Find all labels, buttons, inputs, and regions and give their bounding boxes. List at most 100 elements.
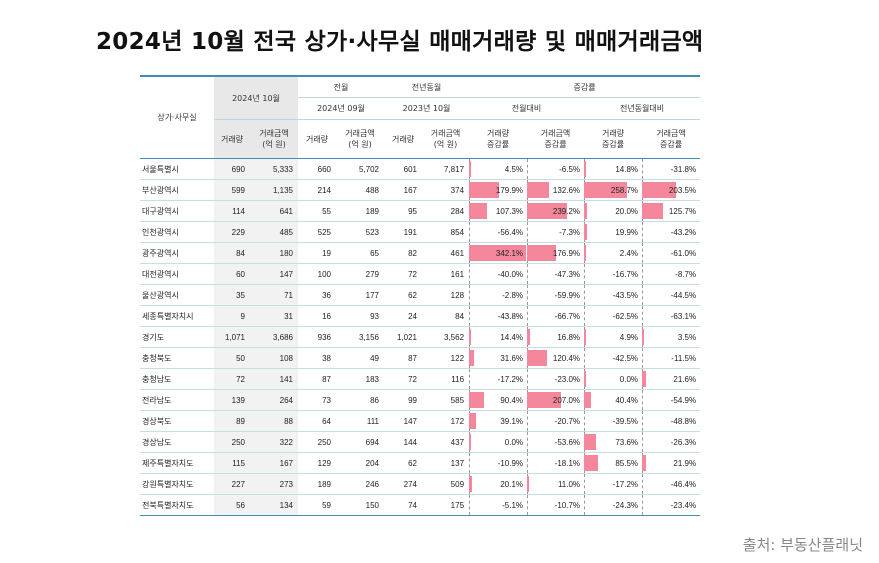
yoy-volume-change-cell: -62.5% bbox=[584, 305, 643, 327]
value-cell: 279 bbox=[336, 263, 385, 285]
mom-volume-change-cell: 31.6% bbox=[469, 347, 528, 369]
col-mom-volume-change: 거래량 증감률 bbox=[469, 119, 528, 159]
change-value: 4.9% bbox=[619, 332, 639, 342]
col-yoy-amount-change: 거래금액 증감률 bbox=[642, 119, 701, 159]
change-value: 239.2% bbox=[552, 206, 581, 216]
change-value: 0.0% bbox=[504, 437, 524, 447]
mom-volume-change-cell: 342.1% bbox=[469, 242, 528, 264]
prev-month-header: 2024년 09월 bbox=[298, 97, 385, 120]
change-value: -10.7% bbox=[554, 500, 581, 510]
change-value: -56.4% bbox=[497, 227, 524, 237]
value-cell: 523 bbox=[336, 221, 385, 243]
yoy-amount-change-cell: -61.0% bbox=[642, 242, 701, 264]
increase-bar bbox=[469, 413, 476, 429]
zero-line bbox=[469, 453, 471, 473]
table-row: 부산광역시 599 1,135 214 488 167 374 179.9% 132.6% 258… bbox=[140, 179, 701, 201]
value-cell: 172 bbox=[422, 410, 470, 432]
region-cell: 광주광역시 bbox=[140, 242, 214, 264]
yoy-volume-change-cell: 14.8% bbox=[584, 158, 643, 180]
increase-bar bbox=[527, 350, 547, 366]
increase-bar bbox=[469, 329, 472, 345]
value-cell: 55 bbox=[298, 200, 336, 222]
mom-amount-change-cell: -6.5% bbox=[527, 158, 585, 180]
value-cell: 93 bbox=[336, 305, 385, 327]
yoy-volume-change-cell: -17.2% bbox=[584, 473, 643, 495]
value-cell: 250 bbox=[298, 431, 336, 453]
value-cell: 147 bbox=[250, 263, 298, 285]
change-value: 179.9% bbox=[495, 185, 524, 195]
value-cell: 36 bbox=[298, 284, 336, 306]
value-cell: 250 bbox=[214, 431, 250, 453]
zero-line bbox=[527, 369, 529, 389]
page-title: 2024년 10월 전국 상가·사무실 매매거래량 및 매매거래금액 bbox=[96, 29, 704, 55]
mom-amount-change-cell: -53.6% bbox=[527, 431, 585, 453]
yoy-amount-change-cell: 21.9% bbox=[642, 452, 701, 474]
value-cell: 38 bbox=[298, 347, 336, 369]
change-value: 258.7% bbox=[610, 185, 639, 195]
change-value: 90.4% bbox=[500, 395, 524, 405]
change-value: -24.3% bbox=[612, 500, 639, 510]
increase-bar bbox=[642, 371, 646, 387]
region-cell: 대전광역시 bbox=[140, 263, 214, 285]
region-header: 상가·사무실 bbox=[140, 75, 214, 159]
zero-line bbox=[642, 474, 644, 494]
mom-amount-change-cell: 176.9% bbox=[527, 242, 585, 264]
change-value: -23.4% bbox=[670, 500, 697, 510]
change-value: 21.6% bbox=[673, 374, 697, 384]
region-cell: 대구광역시 bbox=[140, 200, 214, 222]
change-value: 107.3% bbox=[495, 206, 524, 216]
mom-amount-change-cell: -7.3% bbox=[527, 221, 585, 243]
yoy-volume-change-cell: 2.4% bbox=[584, 242, 643, 264]
value-cell: 9 bbox=[214, 305, 250, 327]
value-cell: 139 bbox=[214, 389, 250, 411]
change-value: -53.6% bbox=[554, 437, 581, 447]
region-cell: 부산광역시 bbox=[140, 179, 214, 201]
mom-volume-change-cell: 0.0% bbox=[469, 431, 528, 453]
zero-line bbox=[584, 306, 586, 326]
value-cell: 108 bbox=[250, 347, 298, 369]
mom-volume-change-cell: -40.0% bbox=[469, 263, 528, 285]
value-cell: 694 bbox=[336, 431, 385, 453]
yoy-amount-change-cell: -54.9% bbox=[642, 389, 701, 411]
increase-bar bbox=[469, 350, 475, 366]
mom-amount-change-cell: 120.4% bbox=[527, 347, 585, 369]
change-value: -8.7% bbox=[675, 269, 697, 279]
region-cell: 서울특별시 bbox=[140, 158, 214, 180]
change-value: -54.9% bbox=[670, 395, 697, 405]
increase-bar bbox=[527, 203, 567, 219]
value-cell: 189 bbox=[298, 473, 336, 495]
mom-volume-change-cell: -56.4% bbox=[469, 221, 528, 243]
change-value: -48.8% bbox=[670, 416, 697, 426]
value-cell: 137 bbox=[422, 452, 470, 474]
current-period-header: 2024년 10월 bbox=[214, 75, 298, 120]
increase-bar bbox=[642, 455, 646, 471]
region-cell: 충청북도 bbox=[140, 347, 214, 369]
increase-bar bbox=[584, 329, 587, 345]
value-cell: 150 bbox=[336, 494, 385, 516]
value-cell: 3,686 bbox=[250, 326, 298, 348]
mom-volume-change-cell: 107.3% bbox=[469, 200, 528, 222]
zero-line bbox=[469, 222, 471, 242]
table-row: 충청북도 50 108 38 49 87 122 31.6% 120.4% -42.5% -11.5… bbox=[140, 347, 701, 369]
mom-volume-change-cell: 4.5% bbox=[469, 158, 528, 180]
value-cell: 128 bbox=[422, 284, 470, 306]
col-prev-year-volume: 거래량 bbox=[384, 119, 423, 159]
value-cell: 122 bbox=[422, 347, 470, 369]
value-cell: 87 bbox=[384, 347, 423, 369]
increase-bar bbox=[584, 203, 588, 219]
value-cell: 60 bbox=[214, 263, 250, 285]
region-cell: 경상남도 bbox=[140, 431, 214, 453]
value-cell: 35 bbox=[214, 284, 250, 306]
change-value: 203.5% bbox=[668, 185, 697, 195]
region-cell: 경상북도 bbox=[140, 410, 214, 432]
increase-bar bbox=[527, 392, 562, 408]
yoy-header: 전년동월대비 bbox=[584, 97, 701, 120]
yoy-volume-change-cell: -42.5% bbox=[584, 347, 643, 369]
value-cell: 62 bbox=[384, 284, 423, 306]
table-row: 인천광역시 229 485 525 523 191 854 -56.4% -7.3% 19.9% -… bbox=[140, 221, 701, 243]
mom-volume-change-cell: 39.1% bbox=[469, 410, 528, 432]
increase-bar bbox=[584, 182, 627, 198]
table-row: 경상북도 89 88 64 111 147 172 39.1% -20.7% -39.5% -48.… bbox=[140, 410, 701, 432]
mom-volume-change-cell: -17.2% bbox=[469, 368, 528, 390]
zero-line bbox=[642, 348, 644, 368]
